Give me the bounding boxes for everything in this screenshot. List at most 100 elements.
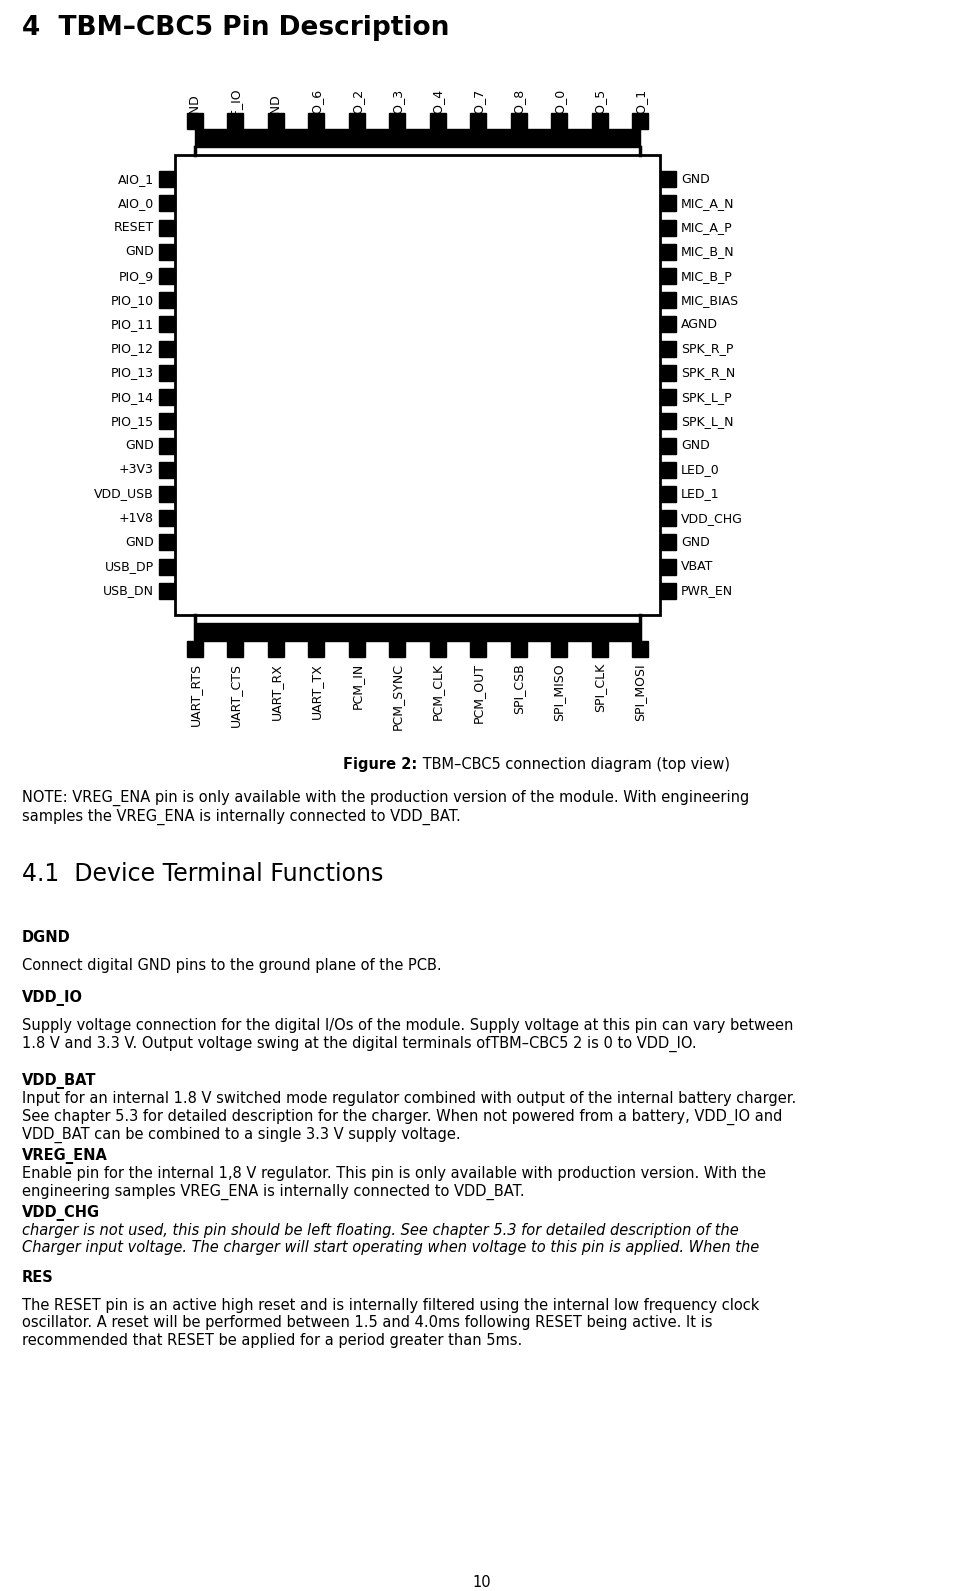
- Bar: [470, 641, 486, 657]
- Text: SPK_L_N: SPK_L_N: [681, 415, 733, 428]
- Text: UART_TX: UART_TX: [310, 663, 323, 719]
- Text: PIO_5: PIO_5: [593, 88, 606, 123]
- Text: PIO_3: PIO_3: [391, 88, 403, 123]
- Bar: [159, 390, 175, 406]
- Text: PIO_12: PIO_12: [111, 342, 154, 355]
- Bar: [159, 196, 175, 212]
- Text: VDD_USB: VDD_USB: [95, 487, 154, 501]
- Text: TBM–CBC5 connection diagram (top view): TBM–CBC5 connection diagram (top view): [418, 757, 730, 772]
- Text: GND: GND: [125, 245, 154, 258]
- Bar: [389, 113, 405, 129]
- Text: PCM_CLK: PCM_CLK: [431, 663, 444, 721]
- Text: SPK_L_P: SPK_L_P: [681, 391, 731, 404]
- Text: VDD_CHG: VDD_CHG: [681, 512, 743, 525]
- Bar: [159, 485, 175, 501]
- Text: MIC_A_P: MIC_A_P: [681, 221, 732, 234]
- Text: GND: GND: [681, 536, 709, 549]
- Text: PIO_2: PIO_2: [350, 88, 363, 123]
- Text: MIC_B_N: MIC_B_N: [681, 245, 734, 258]
- Text: Input for an internal 1.8 V switched mode regulator combined with output of the : Input for an internal 1.8 V switched mod…: [22, 1091, 796, 1144]
- Text: UART_RX: UART_RX: [269, 663, 283, 719]
- Bar: [309, 113, 324, 129]
- Text: GND: GND: [269, 94, 283, 123]
- Text: SPK_R_P: SPK_R_P: [681, 342, 733, 355]
- Bar: [660, 267, 676, 285]
- Text: PIO_9: PIO_9: [119, 269, 154, 283]
- Bar: [159, 558, 175, 574]
- Bar: [660, 293, 676, 309]
- Bar: [309, 641, 324, 657]
- Bar: [551, 641, 567, 657]
- Bar: [660, 511, 676, 527]
- Bar: [660, 461, 676, 477]
- Text: PIO_8: PIO_8: [512, 88, 525, 123]
- Bar: [159, 438, 175, 453]
- Text: AIO_0: AIO_0: [118, 197, 154, 210]
- Text: 4  TBM–CBC5 Pin Description: 4 TBM–CBC5 Pin Description: [22, 14, 450, 41]
- Bar: [660, 582, 676, 598]
- Text: SPI_CSB: SPI_CSB: [512, 663, 525, 714]
- Text: 4.1  Device Terminal Functions: 4.1 Device Terminal Functions: [22, 862, 383, 886]
- Bar: [632, 113, 648, 129]
- Text: VDD_BAT: VDD_BAT: [22, 1072, 96, 1088]
- Bar: [159, 293, 175, 309]
- Bar: [660, 485, 676, 501]
- Bar: [159, 172, 175, 188]
- Text: NOTE: VREG_ENA pin is only available with the production version of the module. : NOTE: VREG_ENA pin is only available wit…: [22, 791, 749, 824]
- Bar: [660, 220, 676, 235]
- Text: USB_DN: USB_DN: [103, 584, 154, 597]
- Bar: [348, 641, 365, 657]
- Bar: [348, 113, 365, 129]
- Text: LED_0: LED_0: [681, 463, 720, 476]
- Bar: [660, 558, 676, 574]
- Text: PCM_OUT: PCM_OUT: [472, 663, 484, 722]
- Text: Supply voltage connection for the digital I/Os of the module. Supply voltage at : Supply voltage connection for the digita…: [22, 1018, 793, 1052]
- Bar: [159, 243, 175, 259]
- Text: +1V8: +1V8: [119, 512, 154, 525]
- Bar: [195, 129, 640, 146]
- Text: UART_RTS: UART_RTS: [188, 663, 202, 725]
- Bar: [660, 535, 676, 550]
- Text: VDD_IO: VDD_IO: [22, 990, 83, 1006]
- Text: GND: GND: [188, 94, 202, 123]
- Text: VBAT: VBAT: [681, 560, 713, 573]
- Text: PIO_6: PIO_6: [310, 88, 323, 123]
- Text: 10: 10: [473, 1575, 491, 1589]
- Bar: [187, 641, 203, 657]
- Text: PIO_4: PIO_4: [431, 88, 444, 123]
- Text: RES: RES: [22, 1270, 54, 1286]
- Bar: [195, 624, 640, 641]
- Bar: [592, 113, 608, 129]
- Text: USB_DP: USB_DP: [105, 560, 154, 573]
- Bar: [429, 113, 446, 129]
- Text: charger is not used, this pin should be left floating. See chapter 5.3 for detai: charger is not used, this pin should be …: [22, 1223, 759, 1255]
- Text: The RESET pin is an active high reset and is internally filtered using the inter: The RESET pin is an active high reset an…: [22, 1298, 759, 1348]
- Text: LED_1: LED_1: [681, 487, 720, 501]
- Text: AGND: AGND: [681, 318, 718, 331]
- Text: Figure 2:: Figure 2:: [344, 757, 418, 772]
- Text: PIO_14: PIO_14: [111, 391, 154, 404]
- Text: MIC_A_N: MIC_A_N: [681, 197, 734, 210]
- Bar: [660, 390, 676, 406]
- Bar: [660, 196, 676, 212]
- Bar: [470, 113, 486, 129]
- Text: VDD_CHG: VDD_CHG: [22, 1204, 100, 1220]
- Text: Connect digital GND pins to the ground plane of the PCB.: Connect digital GND pins to the ground p…: [22, 958, 442, 974]
- Bar: [510, 641, 527, 657]
- Bar: [159, 461, 175, 477]
- Text: SPI_MOSI: SPI_MOSI: [633, 663, 647, 721]
- Text: Enable pin for the internal 1,8 V regulator. This pin is only available with pro: Enable pin for the internal 1,8 V regula…: [22, 1166, 766, 1200]
- Text: PIO_11: PIO_11: [111, 318, 154, 331]
- Text: MIC_BIAS: MIC_BIAS: [681, 294, 739, 307]
- Bar: [551, 113, 567, 129]
- Bar: [159, 364, 175, 380]
- Bar: [429, 641, 446, 657]
- Bar: [660, 340, 676, 356]
- Bar: [632, 641, 648, 657]
- Bar: [159, 414, 175, 430]
- Bar: [228, 641, 243, 657]
- Bar: [660, 317, 676, 333]
- Text: SPK_R_N: SPK_R_N: [681, 366, 735, 379]
- Bar: [660, 243, 676, 259]
- Text: PIO_15: PIO_15: [111, 415, 154, 428]
